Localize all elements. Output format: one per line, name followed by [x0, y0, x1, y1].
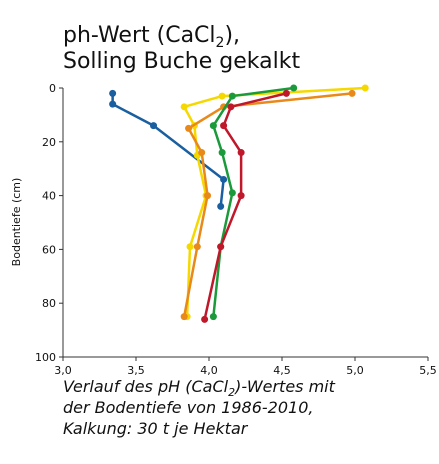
data-point	[150, 122, 158, 130]
data-point	[227, 103, 235, 111]
data-point	[218, 149, 226, 157]
data-point	[348, 89, 356, 97]
caption-subscript: 2	[228, 386, 235, 399]
y-tick-label: 80	[42, 297, 56, 310]
x-tick-label: 4,5	[273, 364, 291, 377]
x-tick-label: 4,0	[200, 364, 218, 377]
data-point	[217, 202, 225, 210]
series-line	[182, 92, 353, 317]
caption: der Bodentiefe von 1986-2010,	[63, 398, 313, 417]
y-axis-label: Bodentiefe (cm)	[10, 178, 23, 267]
data-point	[201, 315, 209, 323]
data-point	[218, 92, 226, 100]
data-point	[204, 192, 212, 200]
data-point	[220, 175, 228, 183]
title-text: ),	[224, 23, 240, 48]
x-tick-label: 3,0	[54, 364, 72, 377]
data-point	[228, 189, 236, 197]
y-tick-label: 40	[42, 190, 56, 203]
data-point	[186, 243, 194, 251]
data-point	[237, 149, 245, 157]
data-point	[361, 84, 369, 92]
data-point	[209, 313, 217, 321]
data-point	[198, 149, 206, 157]
data-point	[180, 103, 188, 111]
caption-text: )-Wertes mit	[234, 377, 336, 396]
data-point	[185, 124, 193, 132]
data-point	[217, 243, 225, 251]
chart-subtitle: Solling Buche gekalkt	[63, 49, 300, 74]
x-tick-label: 5,0	[346, 364, 364, 377]
x-tick-label: 5,5	[419, 364, 437, 377]
y-tick-label: 60	[42, 243, 56, 256]
data-point	[290, 84, 298, 92]
chart-title: ph-Wert (CaCl2),	[63, 23, 240, 51]
y-tick-label: 0	[49, 82, 56, 95]
title-subscript: 2	[216, 35, 225, 51]
data-point	[220, 122, 228, 130]
x-tick-label: 3,5	[127, 364, 145, 377]
data-point	[109, 100, 117, 108]
caption: Kalkung: 30 t je Hektar	[63, 419, 249, 438]
title-text: ph-Wert (CaCl	[63, 23, 216, 48]
y-tick-label: 100	[35, 351, 56, 364]
data-point	[209, 122, 217, 130]
data-point	[237, 192, 245, 200]
series-line	[182, 86, 366, 317]
data-point	[109, 89, 117, 97]
data-point	[282, 89, 290, 97]
data-point	[180, 313, 188, 321]
caption: Verlauf des pH (CaCl2)-Wertes mit	[63, 377, 336, 399]
caption-text: Verlauf des pH (CaCl	[63, 377, 229, 396]
data-point	[193, 243, 201, 251]
data-point	[228, 92, 236, 100]
y-tick-label: 20	[42, 136, 56, 149]
